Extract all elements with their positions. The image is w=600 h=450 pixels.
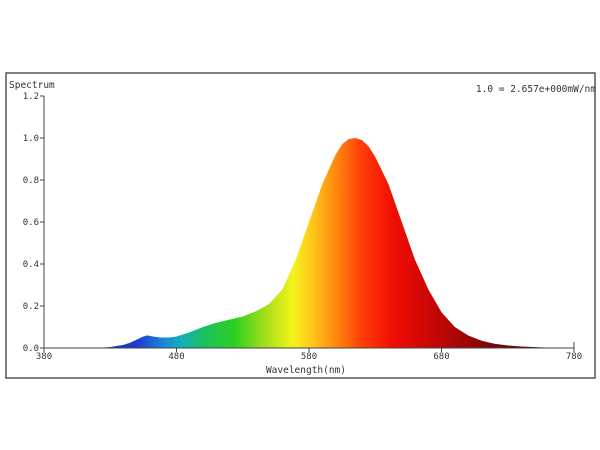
y-tick-label: 0.6 [23,218,39,228]
y-tick-label: 0.4 [23,260,39,270]
y-tick-label: 1.0 [23,134,39,144]
x-tick-label: 780 [566,352,582,362]
y-ticks: 0.0 0.2 0.4 0.6 0.8 1.0 1.2 [23,92,44,354]
y-tick-label: 1.2 [23,92,39,102]
x-tick-label: 480 [168,352,184,362]
chart-border [5,72,596,379]
x-axis-label: Wavelength(nm) [266,365,346,376]
x-tick-label: 580 [301,352,317,362]
y-tick-label: 0.2 [23,302,39,312]
y-tick-label: 0.8 [23,176,39,186]
spectrum-area [44,138,574,348]
plot-area: 380 480 580 680 780 0.0 0.2 0.4 0.6 0.8 1.0 1.2 [23,92,582,362]
scale-annotation: 1.0 = 2.657e+000mW/nm [476,84,596,95]
y-tick-label: 0.0 [23,344,39,354]
x-ticks: 380 480 580 680 780 [36,348,582,362]
x-tick-label: 380 [36,352,52,362]
x-tick-label: 680 [433,352,449,362]
chart-title: Spectrum [9,80,55,91]
